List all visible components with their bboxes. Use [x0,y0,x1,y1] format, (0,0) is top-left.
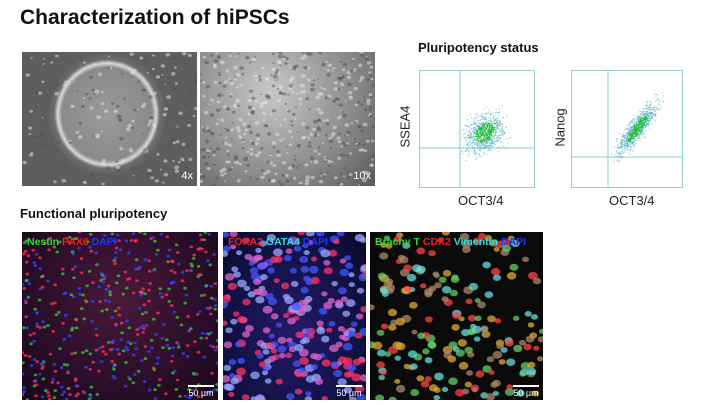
x-axis-label: OCT3/4 [458,193,504,208]
endoderm-fluorescence-image: FOXA2 GATA4 DAPI 50 µm [223,232,366,400]
stain-legend: Brachy T CDX2 Vimentin DAPI [375,236,526,248]
scale-label: 50 µm [513,388,539,398]
stain-label: DAPI [88,236,117,248]
image-texture [200,52,375,186]
magnification-label: 4x [181,170,193,182]
stain-label: Nestin [27,236,60,248]
scale-bar: 50 µm [336,385,362,398]
scale-label: 50 µm [188,388,214,398]
phase-contrast-image-10x: 10x [200,52,375,186]
x-axis-label: OCT3/4 [609,193,655,208]
stain-label: DAPI [497,236,526,248]
ectoderm-fluorescence-image: Nestin PAX6 DAPI 50 µm [22,232,218,400]
scale-label: 50 µm [336,388,362,398]
pluripotency-title: Pluripotency status [418,40,539,55]
image-texture [420,71,534,187]
stain-label: Vimentin [450,236,498,248]
stain-label: DAPI [299,236,328,248]
stain-legend: Nestin PAX6 DAPI [27,236,117,248]
image-texture [22,52,197,186]
image-texture [370,232,543,400]
stain-label: CDX2 [419,236,451,248]
y-axis-label: Nanog [552,108,568,147]
image-texture [22,232,218,400]
image-texture [572,71,682,187]
stain-label: FOXA2 [228,236,264,248]
mesoderm-fluorescence-image: Brachy T CDX2 Vimentin DAPI 50 µm [370,232,543,400]
magnification-label: 10x [353,170,371,182]
functional-pluripotency-title: Functional pluripotency [20,206,168,221]
flow-cytometry-plot-nanog [571,70,683,188]
flow-cytometry-plot-ssea4 [419,70,535,188]
image-texture [223,232,366,400]
phase-contrast-image-4x: 4x [22,52,197,186]
stain-label: PAX6 [59,236,89,248]
stain-label: GATA4 [263,236,300,248]
slide-title: Characterization of hiPSCs [20,6,290,29]
y-axis-label: SSEA4 [397,105,413,148]
scale-bar: 50 µm [513,385,539,398]
scale-bar: 50 µm [188,385,214,398]
stain-legend: FOXA2 GATA4 DAPI [228,236,328,248]
stain-label: Brachy T [375,236,420,248]
